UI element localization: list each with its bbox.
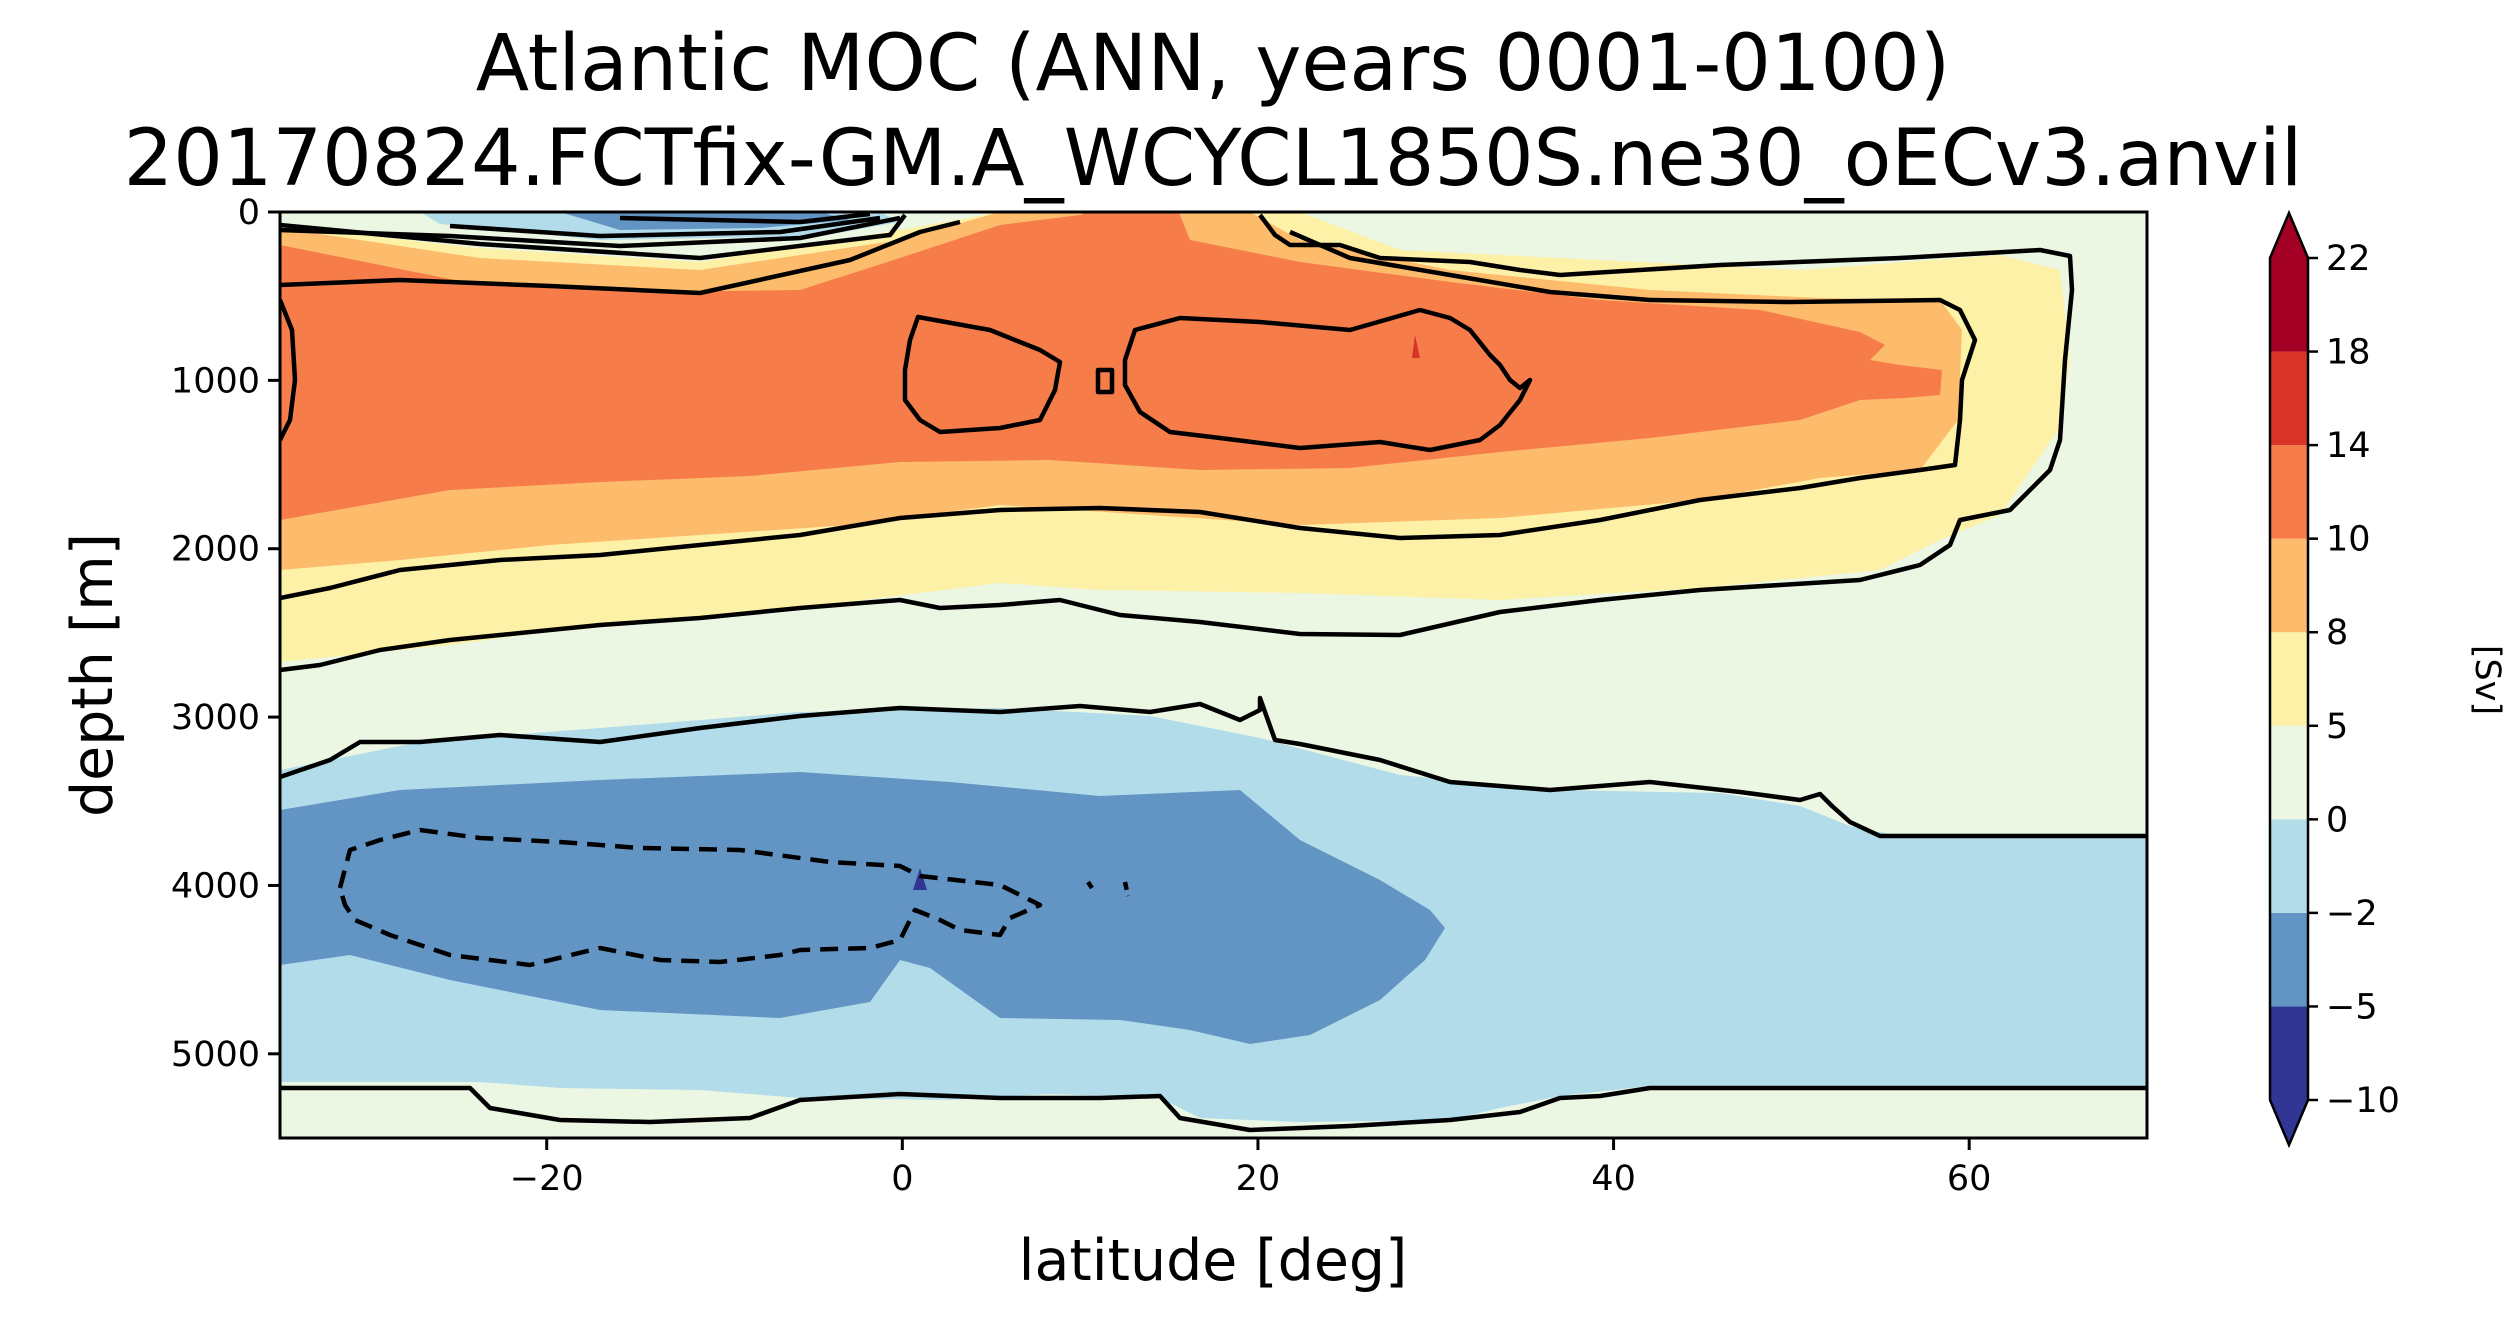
y-tick-label: 4000 [171,866,260,906]
colorbar-segment [2270,445,2308,539]
contour-5 [280,219,1978,601]
y-tick-label: 5000 [171,1035,260,1075]
contour-0-mid [280,695,2147,839]
contour-neg5-fragments [1086,880,1131,897]
band-pos-8-10 [280,215,1942,520]
contour-10-d [280,299,298,442]
colorbar-tick-label: 10 [2326,520,2371,560]
band-neg-2-5 [280,772,1445,1044]
colorbar-segment [2270,912,2308,1007]
colorbar-tick-label: 8 [2326,613,2348,653]
colorbar-segment [2270,819,2308,913]
chart-title: Atlantic MOC (ANN, years 0001-0100) [476,19,1950,109]
x-tick-label: 0 [891,1159,913,1199]
contour-0-deep [280,1085,2147,1133]
y-axis-label: depth [m] [60,533,126,817]
colorbar-tick-label: −10 [2326,1081,2400,1121]
x-tick-label: 20 [1236,1159,1281,1199]
colorbar-tick-label: 14 [2326,426,2371,466]
colorbar-segment [2270,1006,2308,1100]
colorbar-label: [Sv] [2467,645,2503,715]
colorbar-under-arrow [2270,1100,2308,1145]
chart-subtitle: 20170824.FCTfix-GM.A_WCYCL1850S.ne30_oEC… [124,114,2303,204]
contour-lines [280,212,2147,1133]
contour-10-b [1122,307,1533,453]
x-tick-label: 40 [1591,1159,1636,1199]
contour-0-surface [280,212,901,249]
colorbar: −10 −5 −2 0 5 8 10 14 18 22 [2268,209,2400,1149]
y-tick-label: 1000 [171,361,260,401]
contour-0-upper [280,213,2075,673]
contour-neg5 [337,827,1043,968]
y-tick-label: 2000 [171,530,260,570]
colorbar-segment [2270,632,2308,726]
colorbar-segment [2270,258,2308,352]
y-axis: 0 1000 2000 3000 4000 5000 [171,193,280,1075]
colorbar-tick-label: 5 [2326,707,2348,747]
colorbar-tick-label: 22 [2326,239,2371,279]
colorbar-segment [2270,538,2308,633]
plot-area [280,212,2147,1138]
contour-10-c [1095,367,1115,395]
colorbar-over-arrow [2270,213,2308,258]
colorbar-segment [2270,725,2308,820]
band-pos-10-14-hot [1412,335,1420,358]
band-surface-orange [1080,212,1180,244]
x-tick-label: −20 [510,1159,584,1199]
plot-frame [278,210,2149,1140]
y-tick-label: 0 [238,193,260,233]
colorbar-tick-label: −2 [2326,894,2378,934]
contour-10-a [902,314,1063,435]
x-axis-label: latitude [deg] [1019,1228,1408,1294]
colorbar-segment [2270,351,2308,446]
x-tick-label: 60 [1947,1159,1992,1199]
band-neg-5-10 [913,868,927,890]
colorbar-tick-label: 18 [2326,333,2371,373]
x-axis: −20 0 20 40 60 [510,1138,1992,1199]
colorbar-tick-label: 0 [2326,800,2348,840]
y-tick-label: 3000 [171,698,260,738]
colorbar-tick-label: −5 [2326,987,2378,1027]
